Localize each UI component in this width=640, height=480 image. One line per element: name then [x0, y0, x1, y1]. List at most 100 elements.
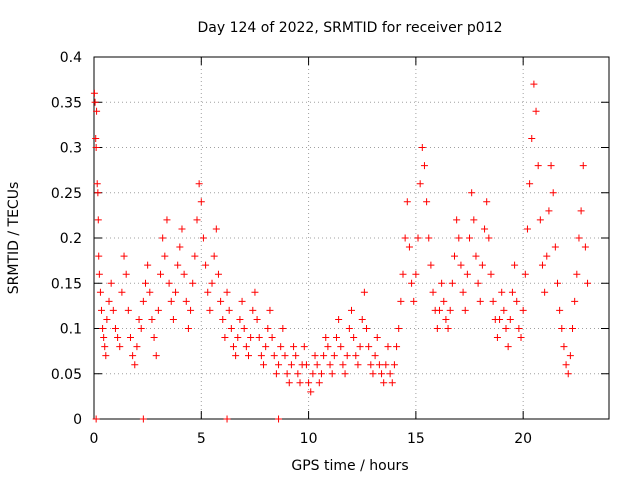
data-point	[429, 288, 437, 296]
data-point	[521, 270, 529, 278]
data-point	[423, 198, 431, 206]
data-point	[350, 334, 358, 342]
data-point	[129, 352, 137, 360]
y-axis-label: SRMTID / TECUs	[6, 182, 22, 295]
data-point	[102, 352, 110, 360]
data-point	[386, 370, 394, 378]
data-point	[408, 279, 416, 287]
data-point	[189, 279, 197, 287]
data-point	[313, 361, 321, 369]
data-point	[551, 243, 559, 251]
data-point	[335, 315, 343, 323]
y-tick-label: 0	[73, 412, 82, 428]
data-point	[285, 379, 293, 387]
data-point	[229, 343, 237, 351]
data-point	[309, 370, 317, 378]
data-point	[440, 297, 448, 305]
data-point	[513, 297, 521, 305]
data-point	[571, 297, 579, 305]
data-point	[126, 334, 134, 342]
data-point	[249, 306, 257, 314]
data-point	[373, 334, 381, 342]
data-point	[91, 98, 99, 106]
data-point	[187, 306, 195, 314]
data-point	[496, 315, 504, 323]
data-point	[418, 144, 426, 151]
data-point	[459, 288, 467, 296]
data-point	[485, 234, 493, 242]
data-point	[442, 315, 450, 323]
data-point	[212, 225, 220, 233]
data-point	[493, 334, 501, 342]
data-point	[234, 334, 242, 342]
x-tick-label: 20	[514, 431, 532, 447]
data-point	[302, 361, 310, 369]
data-point	[315, 379, 323, 387]
data-point	[219, 315, 227, 323]
zero-data-point	[139, 415, 147, 423]
data-point	[511, 261, 519, 269]
data-point	[446, 306, 454, 314]
data-point	[380, 379, 388, 387]
data-point	[257, 352, 265, 360]
data-point	[90, 89, 98, 97]
data-point	[270, 352, 278, 360]
data-point	[93, 107, 101, 115]
data-point	[236, 315, 244, 323]
data-point	[360, 288, 368, 296]
data-point	[124, 306, 132, 314]
data-point	[165, 279, 173, 287]
y-tick-label: 0.15	[51, 276, 82, 292]
data-point	[534, 162, 542, 170]
data-point	[390, 361, 398, 369]
data-point	[105, 297, 113, 305]
data-point	[326, 361, 334, 369]
zero-data-point	[223, 415, 231, 423]
plot-frame	[93, 56, 610, 420]
data-point	[182, 297, 190, 305]
data-point	[438, 279, 446, 287]
data-point	[363, 325, 371, 332]
data-point	[343, 352, 351, 360]
data-point	[240, 325, 248, 332]
data-point	[260, 361, 268, 369]
data-point	[232, 352, 240, 360]
data-point	[324, 343, 332, 351]
tick-layer: 0 0.05 0.1 0.15 0.2 0.25 0.3 0.35 0.4 0 5 10 15 20	[51, 50, 609, 447]
data-point	[144, 261, 152, 269]
data-point	[502, 325, 510, 332]
data-point	[268, 334, 276, 342]
data-point	[157, 270, 165, 278]
data-point	[96, 288, 104, 296]
x-tick-label: 5	[197, 431, 206, 447]
data-point	[264, 325, 272, 332]
data-point	[519, 306, 527, 314]
x-tick-label: 0	[90, 431, 99, 447]
data-point	[307, 388, 315, 396]
grid-layer	[94, 57, 609, 419]
data-point	[283, 370, 291, 378]
data-point	[412, 270, 420, 278]
y-tick-label: 0.3	[60, 141, 82, 157]
data-point	[547, 162, 555, 170]
data-point	[506, 315, 514, 323]
data-point	[287, 361, 295, 369]
data-point	[566, 352, 574, 360]
data-point	[554, 279, 561, 287]
data-point	[197, 198, 205, 206]
data-point	[569, 325, 577, 332]
data-point	[399, 270, 407, 278]
data-point	[468, 189, 476, 197]
data-point	[410, 297, 418, 305]
data-point	[206, 306, 214, 314]
data-point	[508, 288, 516, 296]
data-point	[120, 252, 128, 260]
data-point	[277, 343, 285, 351]
data-point	[118, 288, 126, 296]
data-point	[150, 334, 158, 342]
data-point	[161, 252, 169, 260]
data-point	[176, 243, 184, 251]
data-point	[172, 288, 180, 296]
data-point	[214, 270, 222, 278]
y-tick-label: 0.2	[60, 231, 82, 247]
